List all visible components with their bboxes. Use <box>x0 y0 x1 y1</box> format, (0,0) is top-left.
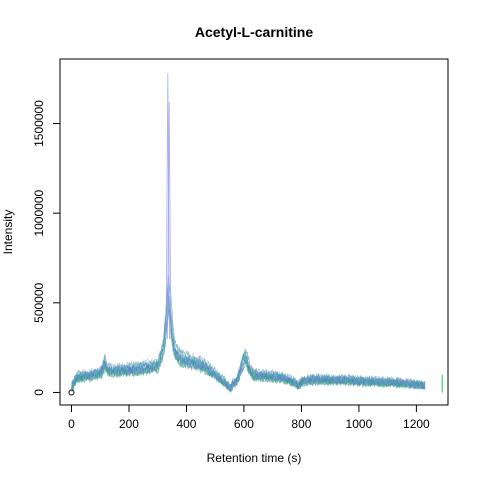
x-tick-label-3: 600 <box>234 417 254 431</box>
x-tick-label-4: 800 <box>291 417 311 431</box>
x-tick-label-6: 1200 <box>403 417 430 431</box>
series-layer <box>68 73 443 396</box>
series-line-13 <box>71 300 426 392</box>
x-axis-label: Retention time (s) <box>207 451 302 465</box>
x-tick-label-0: 0 <box>68 417 75 431</box>
x-axis: 0 200 400 600 800 1000 1200 <box>68 404 430 431</box>
y-axis-label: Intensity <box>1 210 15 255</box>
x-tick-label-5: 1000 <box>346 417 373 431</box>
y-tick-label-0: 0 <box>32 389 46 396</box>
marker-point-at-origin <box>68 389 75 396</box>
series-line-14 <box>71 273 426 391</box>
y-tick-label-3: 1500000 <box>32 100 46 147</box>
x-tick-label-2: 400 <box>176 417 196 431</box>
y-tick-label-2: 1000000 <box>32 189 46 236</box>
series-spike-peak-2 <box>167 101 172 339</box>
series-spike-peak-1 <box>165 73 170 339</box>
y-tick-label-1: 500000 <box>32 282 46 322</box>
y-axis: 0 500000 1000000 1500000 <box>32 100 61 396</box>
chart-title: Acetyl-L-carnitine <box>195 24 313 40</box>
x-tick-label-1: 200 <box>119 417 139 431</box>
